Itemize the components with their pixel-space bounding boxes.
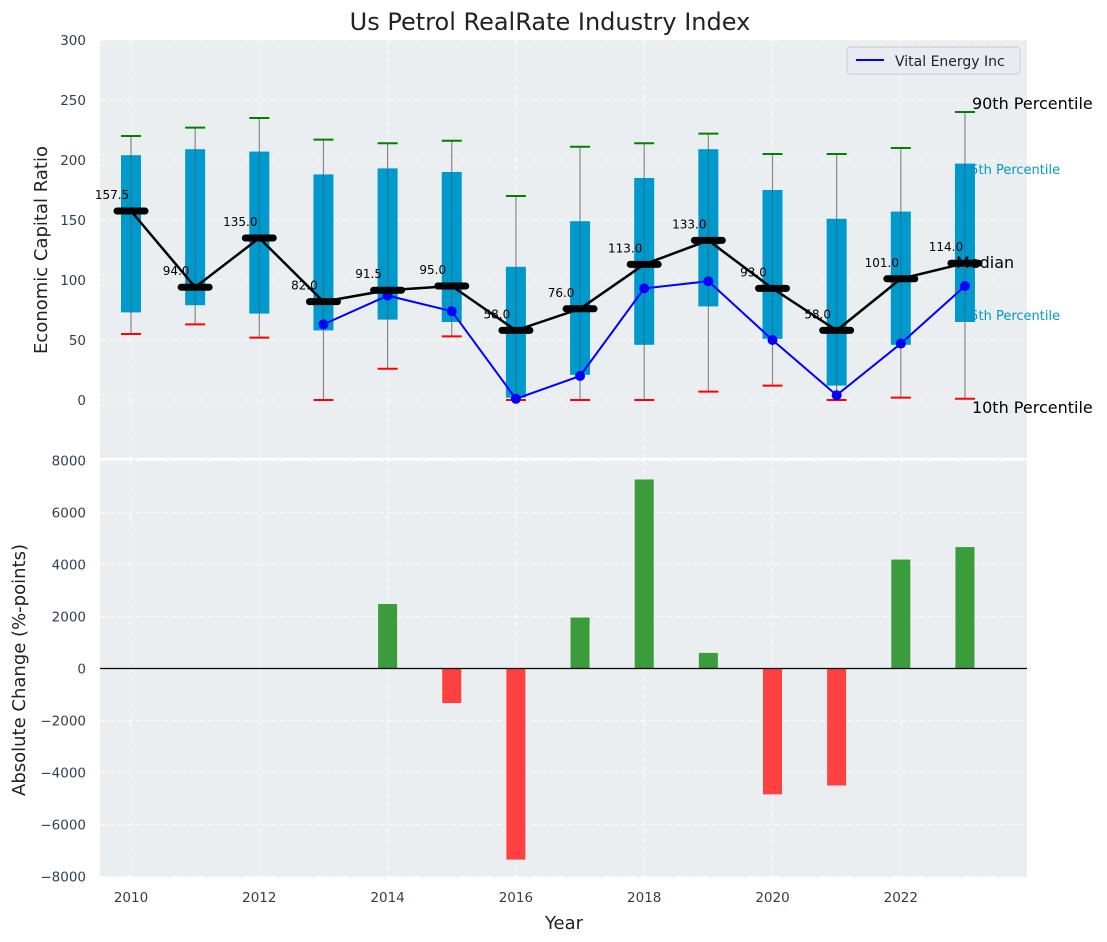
median-line xyxy=(130,210,966,332)
change-bar xyxy=(570,617,590,669)
median-value-label: 135.0 xyxy=(223,215,257,229)
top-panel: 0 50 100 150 200 250 300 90th Percentile 75th Pe… xyxy=(60,33,1093,458)
annotation-q25: 25th Percentile xyxy=(962,309,1060,324)
bottom-y-tick-label: 8000 xyxy=(52,454,86,470)
change-bar xyxy=(506,668,526,860)
change-bar xyxy=(634,479,654,669)
x-tick-label: 2016 xyxy=(499,890,533,906)
series-point-vital-energy xyxy=(959,281,970,291)
x-tick-label: 2018 xyxy=(627,890,661,906)
series-point-vital-energy xyxy=(318,319,329,330)
median-value-label: 82.0 xyxy=(291,279,318,293)
change-bar xyxy=(827,668,847,786)
chart-title: Us Petrol RealRate Industry Index xyxy=(350,8,751,36)
bottom-y-tick-label: 4000 xyxy=(52,558,86,574)
series-point-vital-energy xyxy=(767,335,778,345)
x-tick-label: 2010 xyxy=(114,890,148,906)
series-point-vital-energy xyxy=(703,276,714,287)
change-bar xyxy=(378,604,398,669)
bottom-y-tick-label: −2000 xyxy=(40,714,86,730)
median-value-label: 101.0 xyxy=(865,256,899,270)
series-point-vital-energy xyxy=(895,338,906,349)
series-point-vital-energy xyxy=(639,283,650,294)
legend-box xyxy=(846,46,1021,75)
change-bar xyxy=(891,559,911,669)
median-value-label: 91.5 xyxy=(355,267,382,281)
bottom-y-tick-label: 6000 xyxy=(52,506,86,522)
bottom-y-tick-label: 0 xyxy=(77,662,86,678)
change-bar xyxy=(763,668,782,795)
change-bar xyxy=(955,547,975,669)
bottom-y-axis-label: Absolute Change (%-points) xyxy=(9,544,30,796)
median-value-label: 133.0 xyxy=(672,217,706,231)
annotation-median: Median xyxy=(956,253,1014,272)
top-y-tick-label: 300 xyxy=(60,33,86,49)
change-bar xyxy=(442,668,462,704)
series-point-vital-energy xyxy=(831,390,842,401)
series-point-vital-energy xyxy=(575,371,586,381)
top-y-tick-label: 100 xyxy=(60,273,86,289)
median-value-label: 113.0 xyxy=(608,241,642,255)
change-bar xyxy=(698,652,718,669)
series-point-vital-energy xyxy=(510,393,521,404)
median-value-label: 76.0 xyxy=(548,286,575,300)
legend-label: Vital Energy Inc xyxy=(895,54,1005,70)
median-value-label: 58.0 xyxy=(804,307,831,321)
median-value-label: 114.0 xyxy=(929,240,963,254)
x-tick-label: 2022 xyxy=(884,890,918,906)
top-y-tick-label: 50 xyxy=(69,333,86,349)
bottom-y-tick-label: −8000 xyxy=(40,870,86,886)
annotation-p90: 90th Percentile xyxy=(972,94,1093,113)
median-value-label: 157.5 xyxy=(95,188,129,202)
annotation-p10: 10th Percentile xyxy=(972,398,1093,417)
top-y-axis-label: Economic Capital Ratio xyxy=(31,146,52,354)
bottom-y-tick-label: −6000 xyxy=(40,818,86,834)
series-point-vital-energy xyxy=(446,306,457,317)
top-y-tick-label: 200 xyxy=(60,153,86,169)
x-tick-label: 2012 xyxy=(242,890,276,906)
top-plot-background xyxy=(100,40,1027,458)
bottom-y-tick-label: −4000 xyxy=(40,766,86,782)
x-axis-label: Year xyxy=(544,913,584,934)
bottom-panel: −8000 −6000 −4000 −2000 0 2000 4000 6000 8000 201… xyxy=(40,454,1027,906)
top-y-tick-label: 0 xyxy=(77,393,86,409)
median-value-label: 93.0 xyxy=(740,265,767,279)
top-y-tick-label: 150 xyxy=(60,213,86,229)
x-tick-label: 2020 xyxy=(755,890,789,906)
x-tick-label: 2014 xyxy=(370,890,404,906)
annotation-q75: 75th Percentile xyxy=(962,163,1060,178)
bottom-y-tick-label: 2000 xyxy=(52,610,86,626)
median-value-label: 94.0 xyxy=(163,264,190,278)
median-value-label: 95.0 xyxy=(419,263,446,277)
top-y-tick-label: 250 xyxy=(60,93,86,109)
median-value-label: 58.0 xyxy=(484,307,511,321)
